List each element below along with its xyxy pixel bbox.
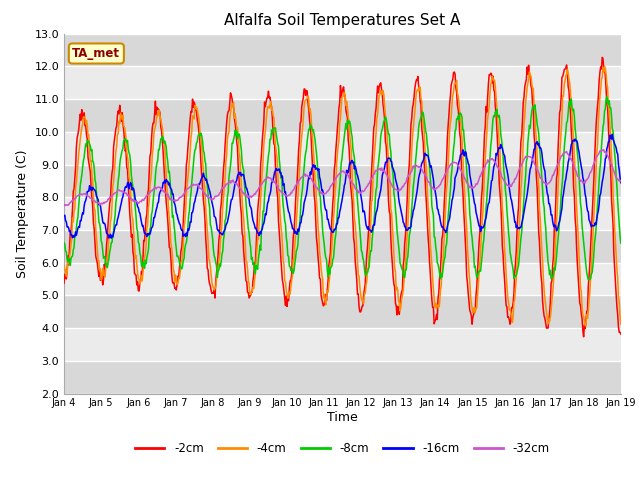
Y-axis label: Soil Temperature (C): Soil Temperature (C)	[16, 149, 29, 278]
Bar	[64, 66, 621, 99]
Bar	[64, 263, 621, 295]
Text: TA_met: TA_met	[72, 47, 120, 60]
Legend: -2cm, -4cm, -8cm, -16cm, -32cm: -2cm, -4cm, -8cm, -16cm, -32cm	[130, 437, 555, 460]
Title: Alfalfa Soil Temperatures Set A: Alfalfa Soil Temperatures Set A	[224, 13, 461, 28]
Bar	[64, 197, 621, 230]
X-axis label: Time: Time	[327, 411, 358, 424]
Bar	[64, 132, 621, 165]
Bar	[64, 328, 621, 361]
